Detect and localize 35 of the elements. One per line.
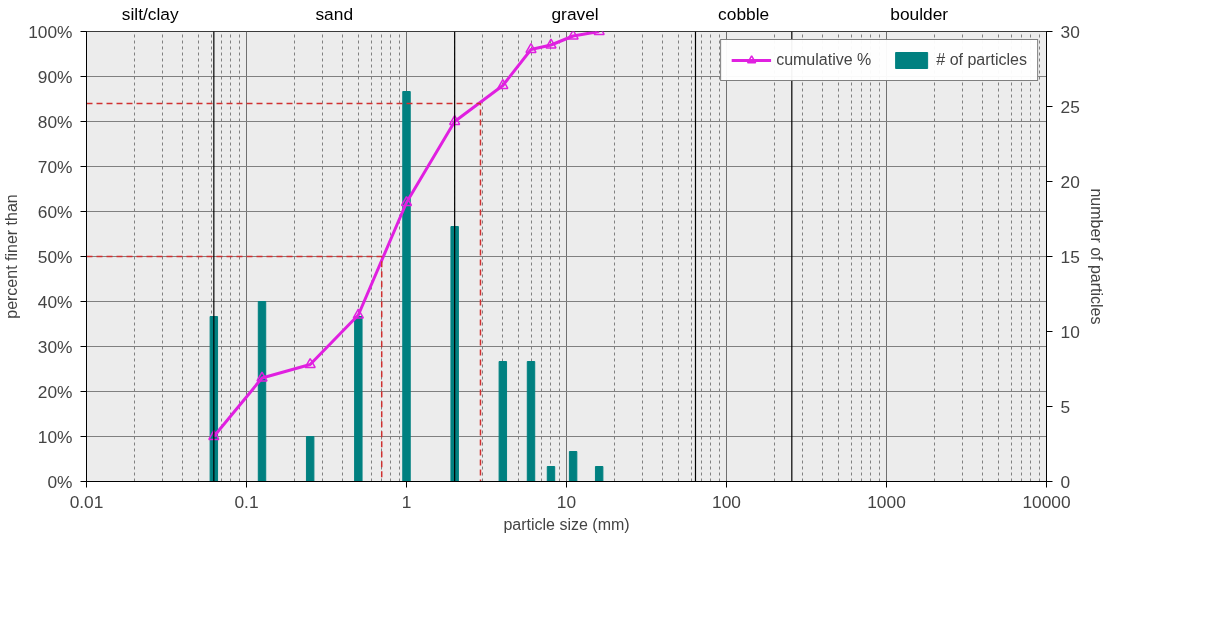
- y2-tick-label: 20: [1060, 171, 1080, 192]
- legend-label: # of particles: [936, 51, 1027, 69]
- x-axis-title: particle size (mm): [503, 515, 630, 533]
- y-tick-label: 20%: [37, 381, 73, 402]
- band-label: silt/clay: [121, 3, 179, 24]
- x-tick-label: 1: [401, 491, 412, 512]
- y-tick-label: 70%: [37, 156, 73, 177]
- x-tick-label: 1000: [867, 491, 906, 512]
- y-tick-label: 40%: [37, 291, 73, 312]
- x-tick-label: 0.1: [234, 491, 259, 512]
- y-tick-label: 60%: [37, 201, 73, 222]
- y2-tick-label: 5: [1060, 396, 1071, 417]
- y-tick-label: 80%: [37, 111, 73, 132]
- band-label: boulder: [890, 3, 949, 24]
- band-label: gravel: [551, 3, 599, 24]
- y-tick-label: 0%: [47, 471, 73, 492]
- band-label: cobble: [718, 3, 770, 24]
- y-axis-title: percent finer than: [3, 194, 21, 319]
- y-tick-label: 30%: [37, 336, 73, 357]
- x-tick-label: 10000: [1022, 491, 1071, 512]
- y-tick-label: 10%: [37, 426, 73, 447]
- y2-tick-label: 25: [1060, 96, 1080, 117]
- x-tick-label: 100: [712, 491, 741, 512]
- y2-tick-label: 30: [1060, 21, 1080, 42]
- y2-tick-label: 0: [1060, 471, 1071, 492]
- y-tick-label: 50%: [37, 246, 73, 267]
- band-label: sand: [315, 3, 354, 24]
- x-tick-label: 0.01: [69, 491, 104, 512]
- y-tick-label: 90%: [37, 66, 73, 87]
- y2-axis-title: number of particles: [1087, 188, 1105, 325]
- y2-tick-label: 10: [1060, 321, 1080, 342]
- legend-label: cumulative %: [776, 51, 872, 69]
- y2-tick-label: 15: [1060, 246, 1080, 267]
- y-tick-label: 100%: [28, 21, 73, 42]
- x-tick-label: 10: [556, 491, 577, 512]
